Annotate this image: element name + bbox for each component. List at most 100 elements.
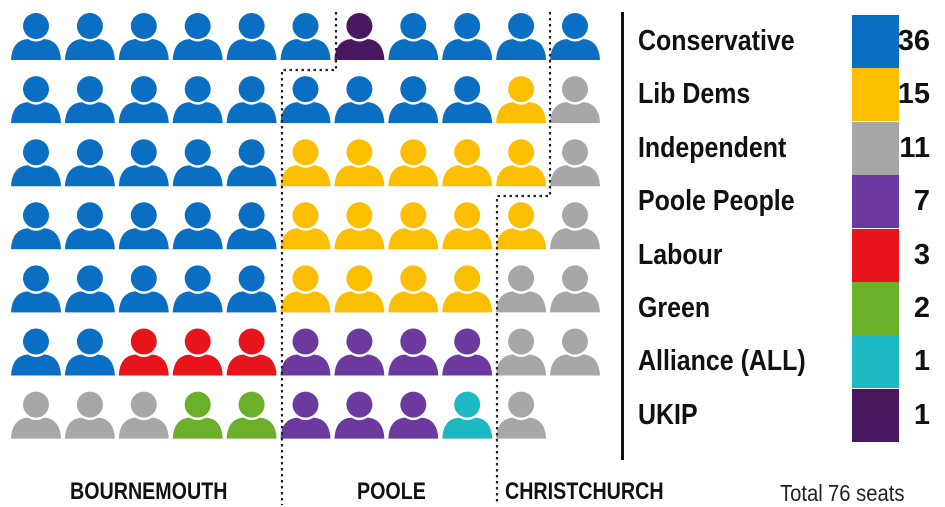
seat-person-icon [442, 265, 493, 313]
seat-person-icon [64, 13, 115, 60]
total-seats: Total 76 seats [780, 480, 910, 507]
seat-person-icon [11, 76, 61, 124]
legend-seat-count: 3 [913, 238, 930, 271]
seat-person-icon [550, 76, 600, 124]
seat-person-icon [118, 76, 169, 124]
legend-item-conservative: Conservative 36 [638, 15, 938, 68]
seat-person-icon [280, 13, 331, 60]
seat-person-icon [11, 265, 61, 313]
seat-person-icon [334, 76, 385, 124]
legend-item-independent: Independent 11 [638, 121, 938, 175]
legend-swatch [852, 121, 899, 175]
seat-person-icon [334, 328, 385, 376]
seat-person-icon [172, 13, 223, 60]
seat-person-icon [226, 265, 277, 313]
total-value: 76 seats [828, 480, 905, 506]
legend-seat-count: 1 [913, 345, 930, 378]
seat-grid [11, 12, 600, 505]
seat-person-icon [64, 76, 115, 124]
seat-person-icon [496, 13, 547, 60]
legend-seat-count: 2 [913, 292, 930, 324]
seat-person-icon [172, 328, 223, 376]
seat-person-icon [442, 391, 493, 439]
seat-person-icon [118, 13, 169, 60]
seat-person-icon [64, 139, 115, 187]
legend-swatch [852, 15, 899, 68]
legend-seat-count: 11 [899, 131, 930, 164]
seat-person-icon [226, 13, 277, 60]
legend-party-name: Green [638, 292, 711, 324]
legend-swatch [852, 68, 899, 122]
seat-person-icon [172, 139, 223, 187]
seat-person-icon [64, 202, 115, 250]
seat-person-icon [334, 391, 385, 439]
seat-person-icon [388, 13, 439, 60]
legend-seat-count: 1 [913, 398, 930, 431]
total-label: Total [780, 480, 823, 506]
legend-party-name: Independent [638, 131, 787, 164]
seat-person-icon [496, 139, 547, 187]
seat-person-icon [11, 328, 61, 376]
seat-person-icon [550, 328, 600, 376]
seat-person-icon [64, 265, 115, 313]
seat-person-icon [64, 391, 115, 439]
seat-person-icon [226, 328, 277, 376]
seat-person-icon [334, 13, 385, 60]
legend-seat-count: 7 [913, 185, 930, 218]
seat-person-icon [118, 265, 169, 313]
seat-person-icon [388, 265, 439, 313]
seat-person-icon [496, 202, 547, 250]
seat-person-icon [550, 13, 600, 60]
area-label-poole: POOLE [357, 478, 426, 505]
seat-person-icon [280, 139, 331, 187]
seat-person-icon [334, 265, 385, 313]
seat-person-icon [118, 328, 169, 376]
legend-swatch [852, 175, 899, 229]
legend-divider [621, 12, 624, 460]
legend-party-name: Alliance (ALL) [638, 345, 806, 378]
seat-person-icon [442, 202, 493, 250]
seat-person-icon [118, 391, 169, 439]
seat-person-icon [388, 328, 439, 376]
seat-person-icon [496, 265, 547, 313]
legend-swatch [852, 335, 899, 389]
seat-person-icon [118, 202, 169, 250]
seat-person-icon [550, 202, 600, 250]
area-label-bournemouth: BOURNEMOUTH [70, 478, 228, 505]
legend-item-poole-people: Poole People 7 [638, 175, 938, 229]
legend-item-labour: Labour 3 [638, 228, 938, 282]
seat-person-icon [442, 139, 493, 187]
legend-swatch [852, 228, 899, 282]
seat-person-icon [280, 328, 331, 376]
seat-person-icon [11, 391, 61, 439]
seat-person-icon [11, 202, 61, 250]
seat-person-icon [388, 391, 439, 439]
seat-person-icon [226, 202, 277, 250]
seat-person-icon [226, 391, 277, 439]
seat-person-icon [442, 13, 493, 60]
seat-person-icon [64, 328, 115, 376]
seat-person-icon [280, 76, 331, 124]
area-label-christchurch: CHRISTCHURCH [505, 478, 664, 505]
seat-person-icon [334, 202, 385, 250]
seat-person-icon [388, 139, 439, 187]
seat-person-icon [388, 202, 439, 250]
christchurch-boundary [495, 12, 552, 505]
seat-person-icon [172, 391, 223, 439]
seat-person-icon [550, 265, 600, 313]
seat-person-icon [226, 139, 277, 187]
seat-person-icon [280, 391, 331, 439]
seat-person-icon [11, 13, 61, 60]
seat-person-icon [388, 76, 439, 124]
seat-person-icon [172, 76, 223, 124]
legend-item-lib-dems: Lib Dems 15 [638, 68, 938, 122]
seat-person-icon [172, 265, 223, 313]
legend-item-green: Green 2 [638, 282, 938, 335]
legend-item-alliance: Alliance (ALL) 1 [638, 335, 938, 389]
seat-person-icon [226, 76, 277, 124]
seat-person-icon [442, 76, 493, 124]
seat-person-icon [118, 139, 169, 187]
seat-person-icon [496, 391, 547, 439]
legend-party-name: Labour [638, 238, 723, 271]
seat-person-icon [442, 328, 493, 376]
